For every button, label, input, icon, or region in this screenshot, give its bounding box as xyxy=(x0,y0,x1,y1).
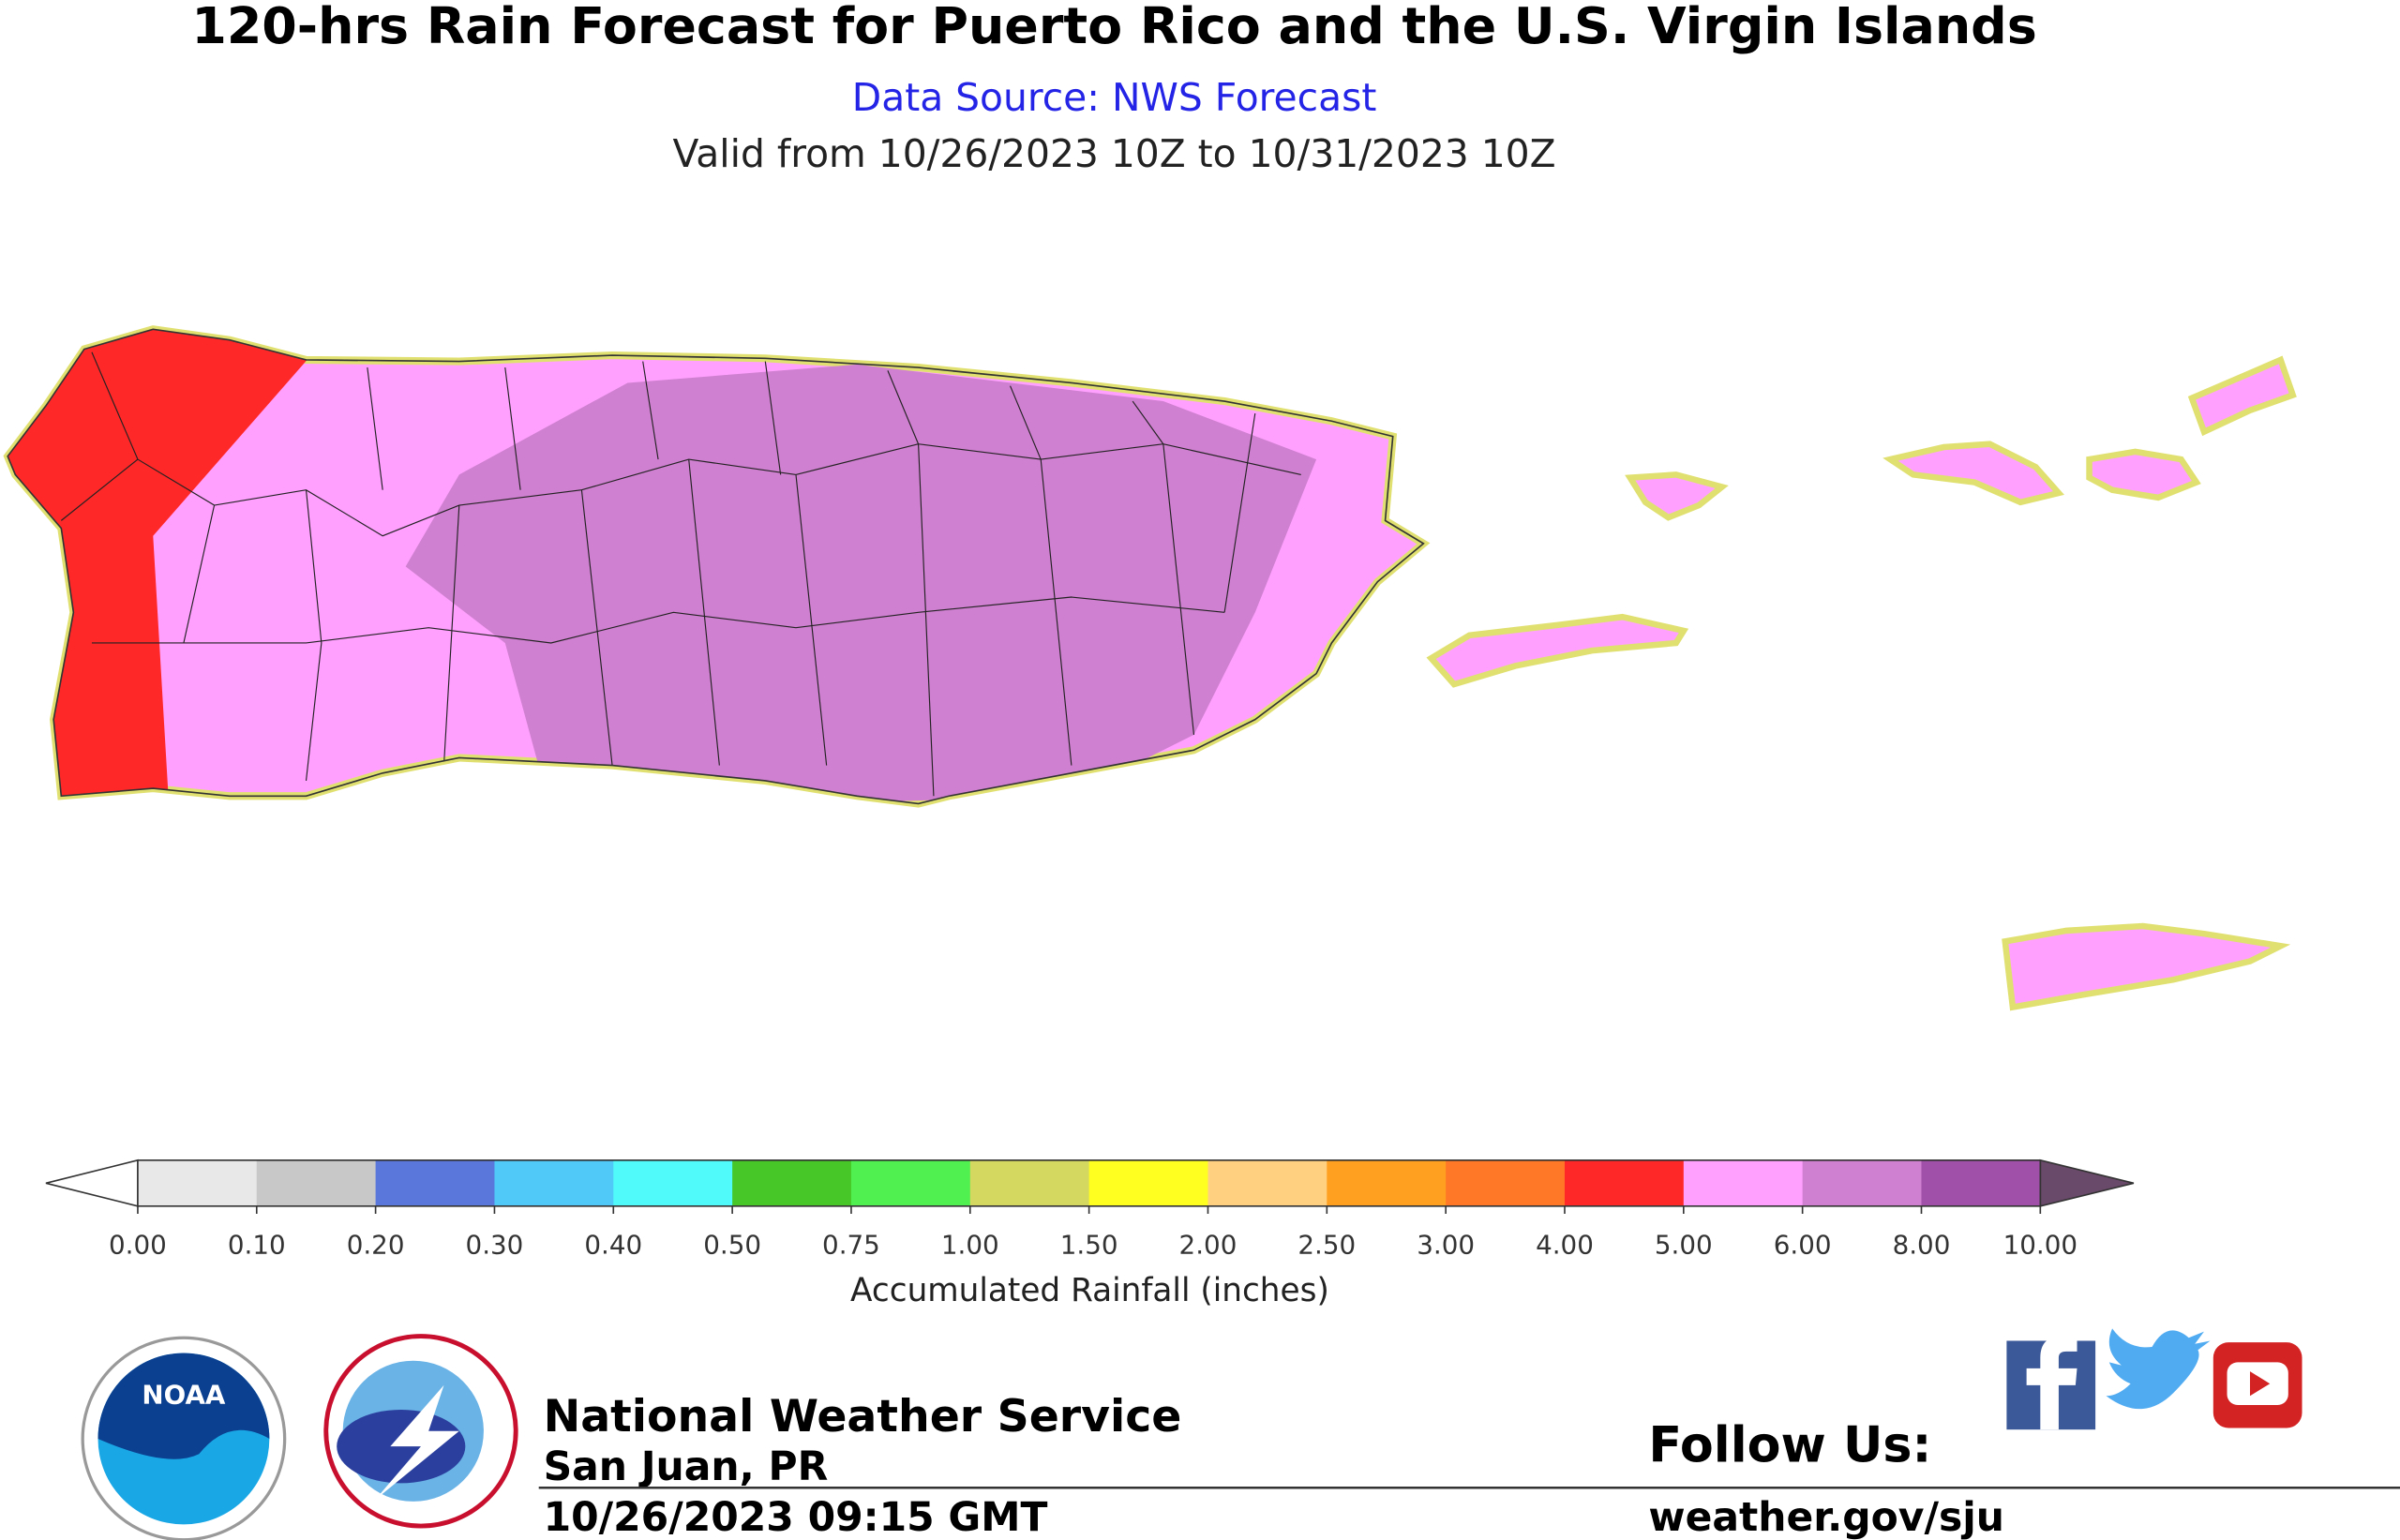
colorbar-label: Accumulated Rainfall (inches) xyxy=(850,1272,1329,1309)
colorbar-tick-label: 0.10 xyxy=(228,1229,286,1260)
colorbar-segment xyxy=(1327,1159,1447,1206)
colorbar-tick-label: 0.40 xyxy=(584,1229,642,1260)
colorbar-tick-label: 0.30 xyxy=(466,1229,524,1260)
colorbar-tick-label: 8.00 xyxy=(1893,1229,1951,1260)
colorbar-segment xyxy=(613,1159,733,1206)
colorbar-segment xyxy=(1446,1159,1566,1206)
noaa-text: NOAA xyxy=(142,1379,226,1410)
colorbar-tick-label: 2.50 xyxy=(1298,1229,1356,1260)
colorbar-over xyxy=(2039,1159,2135,1207)
colorbar-tick-label: 3.00 xyxy=(1417,1229,1475,1260)
facebook-icon[interactable] xyxy=(2006,1336,2096,1430)
colorbar-tick-label: 10.00 xyxy=(2003,1229,2078,1260)
colorbar-segment xyxy=(1088,1159,1208,1206)
colorbar-under xyxy=(45,1159,139,1207)
office-name: National Weather Service xyxy=(544,1391,1182,1443)
colorbar-tick-label: 0.20 xyxy=(347,1229,405,1260)
puerto-rico xyxy=(0,307,1423,812)
colorbar-segment xyxy=(1802,1159,1922,1206)
colorbar-tick-label: 0.50 xyxy=(703,1229,761,1260)
colorbar-segment xyxy=(732,1159,852,1206)
colorbar-tick-label: 1.50 xyxy=(1060,1229,1118,1260)
colorbar-segment xyxy=(137,1159,258,1206)
office-location: San Juan, PR xyxy=(544,1444,829,1490)
colorbar: 0.00 0.10 0.20 0.30 0.40 0.50 0.75 1.00 1.50 2.00… xyxy=(45,1159,2135,1260)
colorbar-tick-label: 2.00 xyxy=(1179,1229,1238,1260)
colorbar-tick-label: 1.00 xyxy=(941,1229,999,1260)
colorbar-tick-label: 0.75 xyxy=(822,1229,880,1260)
colorbar-tick-label: 5.00 xyxy=(1655,1229,1713,1260)
twitter-icon[interactable] xyxy=(2106,1328,2211,1410)
data-source: Data Source: NWS Forecast xyxy=(852,75,1377,120)
colorbar-segment xyxy=(375,1159,495,1206)
nws-logo xyxy=(323,1334,518,1529)
noaa-logo: NOAA xyxy=(81,1336,287,1540)
colorbar-segment xyxy=(256,1159,377,1206)
follow-us: Follow Us: xyxy=(1648,1417,1931,1473)
colorbar-segment xyxy=(1208,1159,1328,1206)
colorbar-segment xyxy=(969,1159,1090,1206)
issue-time: 10/26/2023 09:15 GMT xyxy=(544,1495,1048,1540)
website: weather.gov/sju xyxy=(1648,1495,2004,1540)
colorbar-segment xyxy=(1921,1159,2041,1206)
valid-period: Valid from 10/26/2023 10Z to 10/31/2023 … xyxy=(673,131,1556,176)
colorbar-tick-label: 4.00 xyxy=(1536,1229,1594,1260)
colorbar-segment xyxy=(850,1159,971,1206)
youtube-icon[interactable] xyxy=(2212,1342,2302,1428)
colorbar-tick-label: 0.00 xyxy=(109,1229,167,1260)
colorbar-segment xyxy=(494,1159,614,1206)
colorbar-segment xyxy=(1564,1159,1685,1206)
islands xyxy=(1426,355,2297,1011)
colorbar-segment xyxy=(1683,1159,1804,1206)
title: 120-hrs Rain Forecast for Puerto Rico an… xyxy=(191,0,2036,55)
colorbar-tick-label: 6.00 xyxy=(1774,1229,1832,1260)
